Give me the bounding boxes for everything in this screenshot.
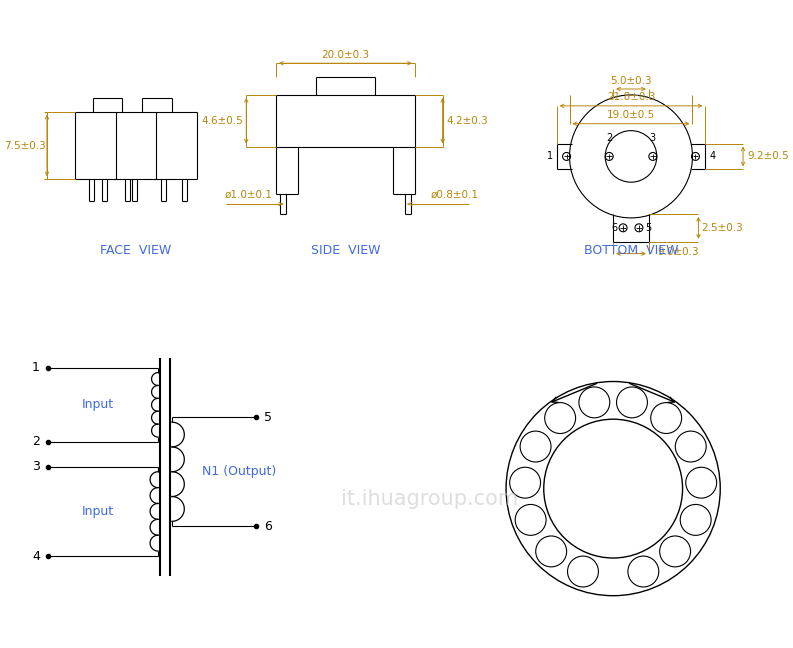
- Text: 2: 2: [33, 435, 40, 448]
- Text: 5: 5: [645, 223, 651, 233]
- Text: ø1.0±0.1: ø1.0±0.1: [224, 190, 272, 200]
- Text: 20.0±0.3: 20.0±0.3: [321, 51, 370, 60]
- Text: 21.8±0.3: 21.8±0.3: [607, 92, 655, 102]
- Text: 4.2±0.3: 4.2±0.3: [446, 116, 488, 126]
- Text: BOTTOM  VIEW: BOTTOM VIEW: [584, 244, 678, 257]
- Text: 4: 4: [33, 550, 40, 562]
- Text: 4.6±0.5: 4.6±0.5: [201, 116, 243, 126]
- Text: 2.5±0.3: 2.5±0.3: [701, 223, 743, 233]
- Text: 5: 5: [264, 411, 272, 424]
- Text: 9.0±0.3: 9.0±0.3: [657, 247, 699, 257]
- Text: 7.5±0.3: 7.5±0.3: [4, 141, 46, 150]
- Text: ø0.8±0.1: ø0.8±0.1: [431, 190, 478, 200]
- Text: 9.2±0.5: 9.2±0.5: [747, 152, 789, 161]
- Text: 4: 4: [710, 152, 715, 161]
- Text: 3: 3: [649, 133, 656, 143]
- Text: 3: 3: [33, 460, 40, 473]
- Text: it.ihuagroup.com: it.ihuagroup.com: [341, 489, 519, 509]
- Text: N1 (Output): N1 (Output): [201, 465, 276, 478]
- Text: FACE  VIEW: FACE VIEW: [100, 244, 170, 257]
- Text: 6: 6: [611, 223, 617, 233]
- Text: 1: 1: [33, 361, 40, 374]
- Text: 19.0±0.5: 19.0±0.5: [607, 110, 655, 120]
- Text: Input: Input: [82, 398, 113, 411]
- Text: 1: 1: [546, 152, 553, 161]
- Text: SIDE  VIEW: SIDE VIEW: [311, 244, 380, 257]
- Text: 6: 6: [264, 520, 272, 533]
- Text: Input: Input: [82, 505, 113, 518]
- Text: 5.0±0.3: 5.0±0.3: [610, 76, 652, 86]
- Text: 2: 2: [606, 133, 612, 143]
